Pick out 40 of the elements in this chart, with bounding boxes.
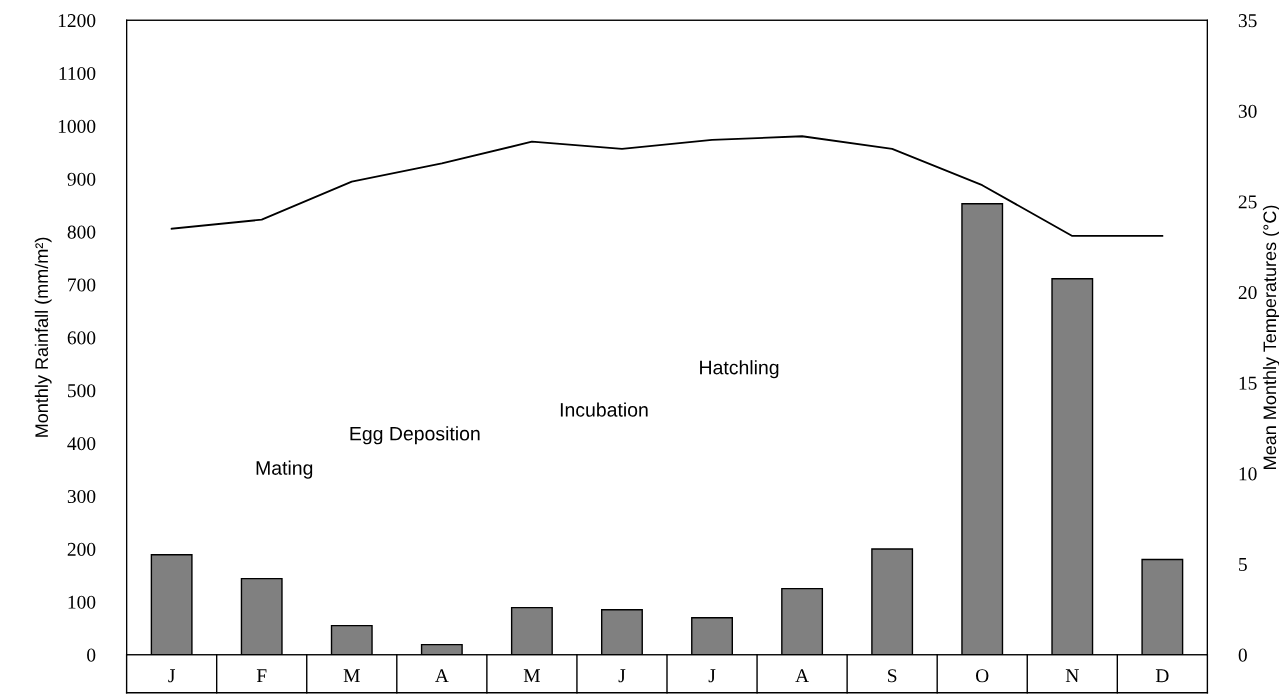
y-tick-label: 900 <box>67 172 96 186</box>
y2-tick-label: 5 <box>1239 558 1247 572</box>
x-tick-label: A <box>795 669 809 683</box>
x-tick-label: F <box>256 669 267 683</box>
x-tick-label: M <box>343 669 360 683</box>
x-tick-label: M <box>523 669 540 683</box>
y2-axis-title: Mean Monthly Temperatures (°C) <box>1262 205 1279 469</box>
y-tick-label: 300 <box>67 489 96 504</box>
x-tick-label: S <box>888 669 897 683</box>
y-tick-label: 500 <box>68 384 96 398</box>
y-tick-label: 0 <box>87 648 96 662</box>
x-tick-label: J <box>708 669 716 683</box>
y2-tick-label: 15 <box>1239 376 1257 390</box>
y-tick-label: 800 <box>67 225 96 239</box>
y-tick-label: 600 <box>67 331 96 345</box>
y2-tick-label: 35 <box>1238 14 1257 28</box>
y-tick-label: 700 <box>68 278 96 292</box>
annotation: Incubation <box>560 402 648 417</box>
y2-tick-label: 25 <box>1238 195 1257 209</box>
y2-tick-label: 10 <box>1239 467 1257 481</box>
x-tick-label: A <box>435 669 449 683</box>
x-tick-label: D <box>1155 669 1169 683</box>
y-tick-label: 1000 <box>58 119 96 133</box>
y-tick-label: 100 <box>68 595 96 609</box>
annotation: Hatchling <box>700 360 779 379</box>
x-tick-label: J <box>618 669 626 683</box>
x-tick-label: O <box>976 669 989 683</box>
y-tick-label: 1200 <box>58 14 96 28</box>
x-tick-label: N <box>1065 669 1079 683</box>
y-tick-label: 200 <box>67 542 96 556</box>
line-series <box>170 135 1164 237</box>
annotation: Mating <box>256 460 313 479</box>
annotation: Egg Deposition <box>350 426 480 445</box>
y2-tick-label: 0 <box>1238 648 1247 662</box>
x-tick-label: J <box>168 669 176 683</box>
y2-tick-label: 30 <box>1238 104 1257 118</box>
y-axis-title: Monthly Rainfall (mm/m²) <box>34 237 52 437</box>
y-tick-label: 400 <box>67 437 96 451</box>
y-tick-label: 1100 <box>59 66 96 81</box>
y2-tick-label: 20 <box>1238 285 1257 300</box>
